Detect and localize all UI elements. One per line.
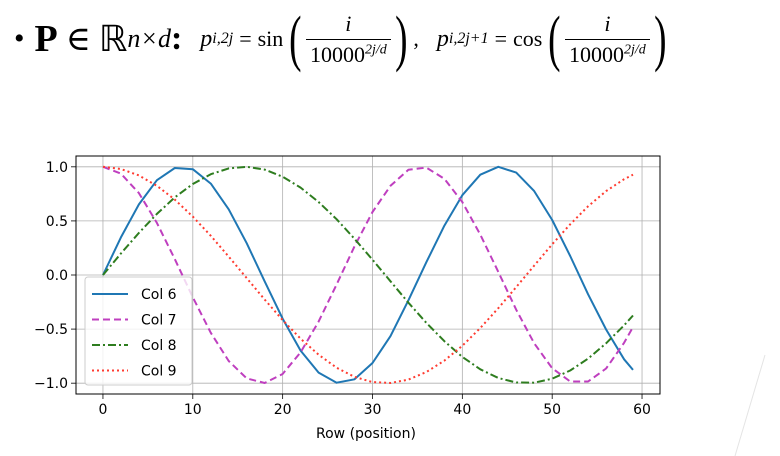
x-tick-label: 0 (98, 402, 107, 418)
series-line-col-8 (102, 165, 634, 384)
axes-frame (75, 155, 661, 395)
x-tick-label: 30 (364, 402, 382, 418)
equals: = (239, 26, 252, 51)
fraction: i 100002j/d (305, 10, 391, 68)
y-tick-label: 1.0 (46, 160, 68, 176)
dims: n×d (127, 24, 171, 53)
legend-box (84, 276, 193, 386)
legend-label: Col 8 (141, 338, 177, 354)
equals: = (494, 26, 507, 51)
x-tick-label: 20 (274, 402, 292, 418)
paren-open: ( (289, 5, 302, 73)
exponent: 2j/d (623, 42, 646, 58)
legend-label: Col 9 (141, 364, 177, 380)
reals-symbol: ℝ (98, 18, 128, 60)
y-tick-label: 0.5 (46, 214, 68, 230)
legend-label: Col 6 (141, 287, 177, 303)
paren-open: ( (548, 5, 561, 73)
series-line-col-6 (102, 165, 634, 384)
matrix-symbol: P (34, 18, 58, 60)
element-of: ∈ (65, 21, 91, 58)
exponent: 2j/d (364, 42, 387, 58)
denominator: 100002j/d (564, 38, 650, 68)
numerator: i (604, 10, 611, 36)
base: 10000 (568, 41, 624, 67)
sub-even: i,2j (212, 30, 234, 47)
sub-odd: i,2j+1 (448, 30, 489, 47)
bullet: • (14, 22, 25, 55)
x-tick-label: 50 (543, 402, 561, 418)
numerator: i (345, 10, 352, 36)
paren-close: ) (394, 5, 408, 73)
p-even: p (200, 25, 213, 52)
p-odd: p (436, 25, 449, 52)
x-axis-label: Row (position) (316, 426, 416, 442)
y-tick-label: −0.5 (34, 322, 68, 338)
colon: : (170, 20, 183, 57)
y-tick-label: −1.0 (34, 376, 68, 392)
x-tick-label: 60 (633, 402, 651, 418)
legend-label: Col 7 (141, 313, 177, 329)
fraction: i 100002j/d (564, 10, 650, 68)
paren-close: ) (653, 5, 667, 73)
decorative-line (734, 354, 766, 456)
formula: • P ∈ ℝ n×d : p i,2j = sin ( i 100002j/d )… (14, 4, 670, 74)
base: 10000 (309, 41, 365, 67)
x-tick-label: 10 (184, 402, 202, 418)
denominator: 100002j/d (305, 38, 391, 68)
sin: sin (257, 26, 284, 51)
comma: , (413, 26, 419, 51)
y-tick-label: 0.0 (46, 268, 68, 284)
series-line-col-9 (102, 165, 634, 384)
series-line-col-7 (102, 165, 634, 384)
x-tick-label: 40 (453, 402, 471, 418)
cos: cos (513, 26, 543, 51)
